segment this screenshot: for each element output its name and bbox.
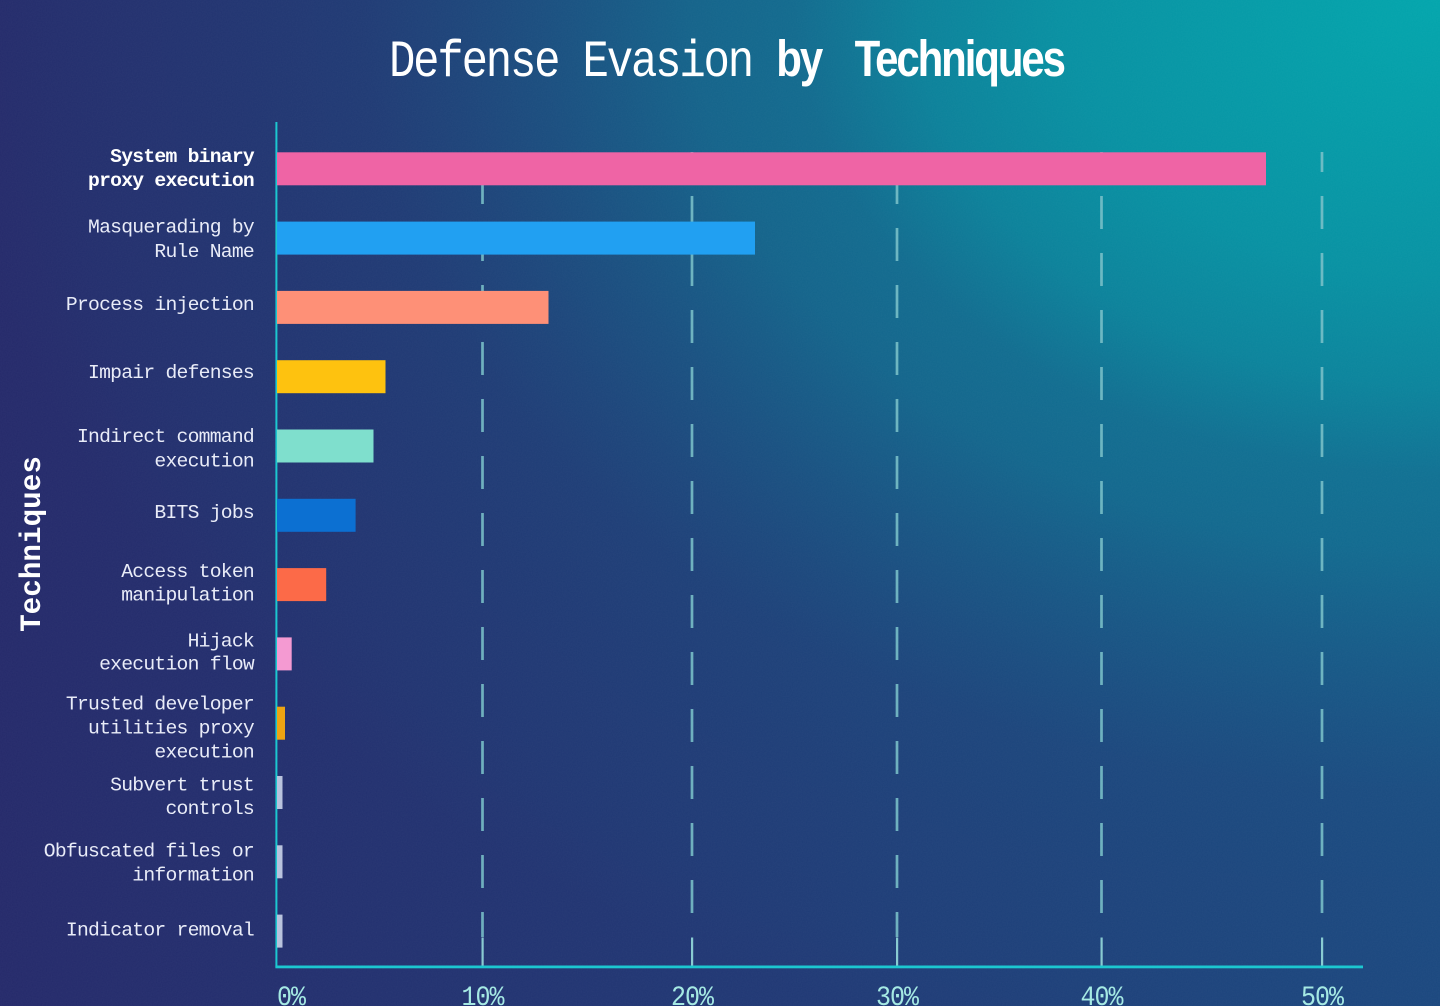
svg-text:Indirect command: Indirect command — [77, 426, 254, 448]
svg-text:Process injection: Process injection — [66, 294, 254, 316]
svg-text:Obfuscated files or: Obfuscated files or — [44, 841, 254, 863]
svg-text:execution flow: execution flow — [99, 654, 255, 676]
svg-text:BITS jobs: BITS jobs — [154, 502, 254, 524]
svg-text:proxy execution: proxy execution — [88, 170, 254, 192]
svg-text:10%: 10% — [462, 982, 505, 1006]
svg-text:Defense Evasion: Defense Evasion — [389, 34, 752, 92]
svg-text:Rule Name: Rule Name — [154, 241, 254, 263]
svg-text:Subvert trust: Subvert trust — [110, 775, 254, 797]
svg-text:information: information — [132, 865, 254, 887]
svg-text:System binary: System binary — [110, 146, 255, 168]
svg-text:by Techniques: by Techniques — [776, 30, 1065, 87]
svg-text:Access token: Access token — [121, 561, 254, 583]
svg-text:Impair defenses: Impair defenses — [88, 362, 254, 384]
svg-text:40%: 40% — [1081, 982, 1124, 1006]
svg-text:execution: execution — [154, 450, 254, 472]
svg-text:controls: controls — [165, 798, 254, 820]
svg-text:50%: 50% — [1301, 982, 1344, 1006]
svg-text:utilities proxy: utilities proxy — [88, 717, 255, 739]
svg-text:0%: 0% — [277, 982, 306, 1006]
svg-text:Masquerading by: Masquerading by — [88, 216, 255, 238]
svg-text:Hijack: Hijack — [188, 630, 254, 652]
svg-text:manipulation: manipulation — [121, 584, 254, 606]
svg-text:20%: 20% — [671, 982, 714, 1006]
svg-text:Indicator removal: Indicator removal — [66, 919, 254, 941]
svg-text:Trusted developer: Trusted developer — [66, 693, 254, 715]
svg-text:execution: execution — [154, 742, 254, 764]
svg-text:30%: 30% — [876, 982, 919, 1006]
svg-text:Techniques: Techniques — [16, 456, 49, 632]
